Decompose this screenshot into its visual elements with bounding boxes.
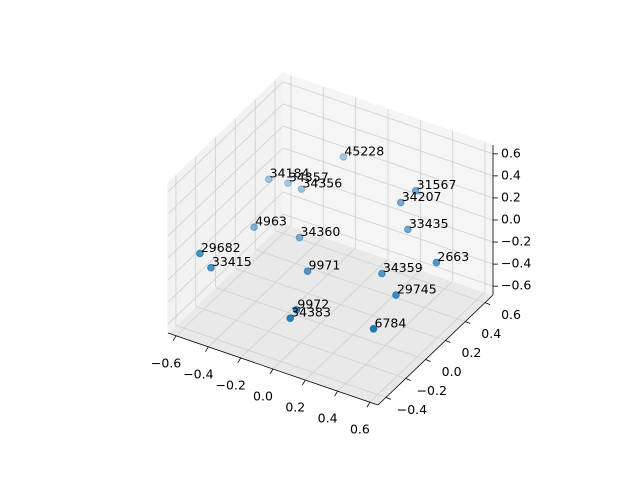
tick-mark [445,340,451,343]
grid-line [167,147,284,259]
grid-line [274,230,486,303]
z-tick-label: −0.2 [501,234,531,249]
point [297,185,306,193]
grid-line [167,103,284,215]
tick-mark [301,379,306,386]
z-tick-label: −0.4 [501,256,531,271]
point-label: 34360 [301,224,341,239]
y-tick-label: 0.2 [461,345,481,360]
x-tick-label: 0.0 [253,389,273,404]
point [250,223,258,231]
grid-line [235,268,446,341]
grid-line [175,225,292,337]
point-label: 31567 [417,177,457,192]
point [404,225,412,234]
point [284,179,292,187]
grid-line [282,169,494,243]
grid-line [282,191,494,265]
point [396,198,405,207]
point [411,186,420,195]
x-axis-line [167,332,379,406]
grid-line [240,247,356,359]
point-label: 34357 [289,170,329,185]
point-label: 2663 [437,249,469,264]
point [339,153,348,161]
grid-line [272,258,389,370]
grid-line [282,125,494,199]
tick-mark [172,335,177,341]
point-label: 29745 [397,282,437,297]
point-label: 34359 [383,260,423,275]
point-label: 6784 [375,315,407,330]
grid-line [282,147,494,221]
grid-line [282,103,494,177]
point-label: 34207 [402,189,442,204]
x-tick-label: −0.4 [183,366,213,381]
x-tick-label: 0.2 [285,400,305,415]
point-label: 9971 [309,258,341,273]
y-tick-label: 0.4 [481,326,501,341]
grid-line [167,213,284,325]
point-label: 34184 [270,166,310,181]
y-tick-label: −0.4 [397,402,427,417]
point [378,269,386,278]
y-axis-line [377,294,494,406]
z-tick-label: −0.6 [501,278,531,293]
tick-mark [237,357,242,364]
z-tick-label: 0.0 [501,212,521,227]
z-tick-label: 0.6 [501,145,521,160]
grid-line [282,81,494,155]
y-tick-label: 0.6 [501,307,521,322]
grid-line [195,306,406,379]
grid-line [167,125,284,237]
grid-line [175,325,387,398]
point [286,314,294,323]
point [292,306,301,314]
grid-line [215,287,426,360]
point [369,324,378,333]
tick-mark [366,402,371,408]
tick-mark [385,397,392,400]
grid-line [282,213,494,287]
x-tick-label: −0.2 [216,377,246,392]
tick-mark [484,302,491,305]
point [432,258,441,267]
z-tick-label: 0.2 [501,189,521,204]
point-label: 34356 [302,176,342,191]
x-tick-label: 0.6 [350,422,370,437]
grid-line [167,169,284,281]
point-label: 34383 [291,305,331,320]
x-tick-label: 0.4 [318,411,338,426]
point [264,175,273,183]
tick-mark [269,368,274,375]
point-label: 45228 [344,143,384,158]
point-label: 9972 [297,296,329,311]
point-label: 4963 [255,214,287,229]
grid-line [337,280,453,392]
tick-mark [465,321,471,324]
x-tick-label: −0.6 [151,355,181,370]
grid-line [167,81,284,193]
grid-line [208,236,324,348]
grid-line [255,249,466,322]
point [392,291,400,299]
point [196,249,204,258]
tick-mark [425,359,431,362]
tick-mark [205,346,209,353]
point [295,233,304,242]
tick-mark [334,390,338,397]
point-label: 29682 [201,240,241,255]
point [303,267,312,275]
point-label: 33415 [212,254,252,269]
tick-mark [405,378,411,381]
y-tick-label: 0.0 [442,364,462,379]
z-tick-label: 0.4 [501,167,521,182]
point-label: 33435 [409,216,449,231]
grid-line [369,291,486,403]
y-tick-label: −0.2 [417,383,447,398]
point [207,263,215,272]
grid-line [305,269,421,381]
grid-line [167,191,284,303]
